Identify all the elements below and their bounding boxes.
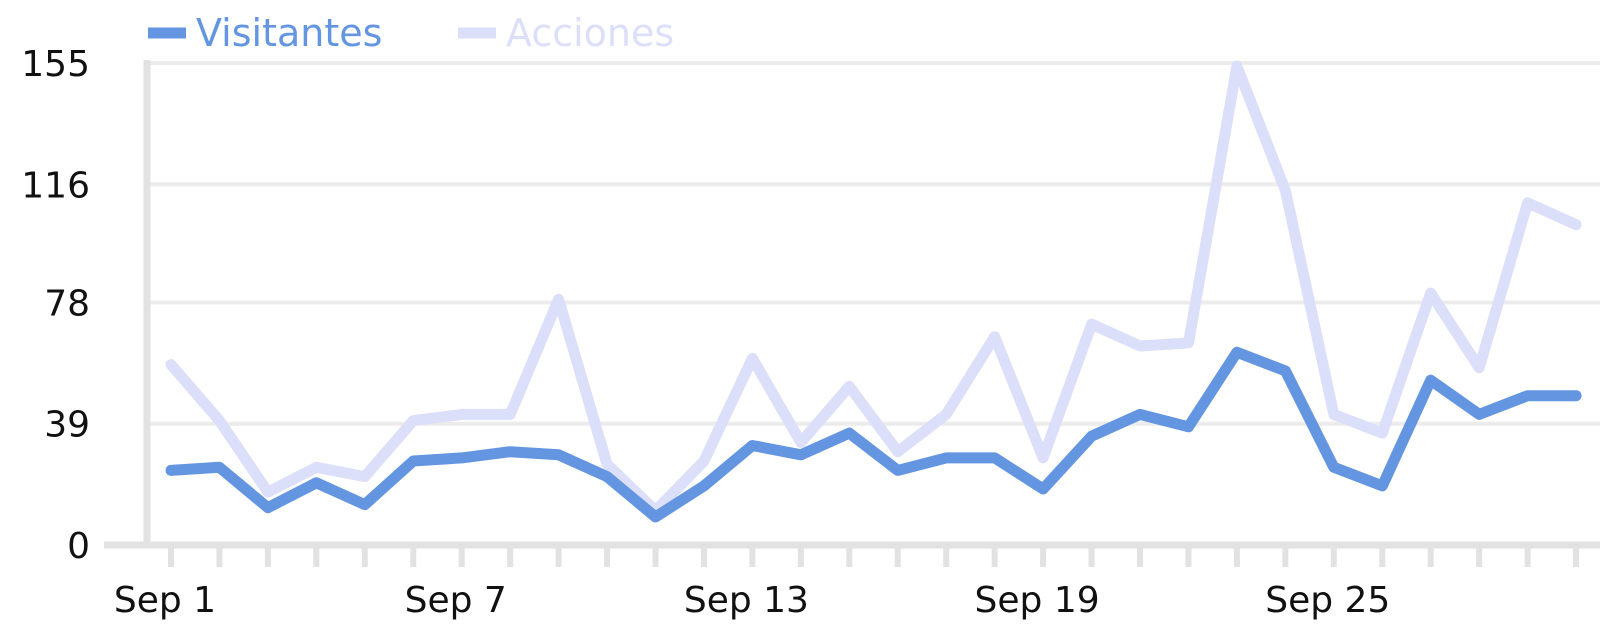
x-tick-label: Sep 1	[114, 580, 216, 621]
x-tick-label: Sep 25	[1265, 580, 1390, 621]
legend-label-acciones: Acciones	[506, 11, 674, 55]
y-tick-label: 0	[67, 526, 90, 567]
grid	[147, 61, 1600, 426]
x-tick-label: Sep 7	[405, 580, 507, 621]
legend-label-visitantes: Visitantes	[196, 11, 382, 55]
legend: Visitantes Acciones	[148, 11, 674, 55]
y-tick-label: 155	[21, 44, 90, 85]
y-tick-label: 78	[44, 283, 90, 324]
y-tick-label: 116	[21, 165, 90, 206]
series-line-acciones	[165, 60, 1582, 517]
x-tick-label: Sep 13	[684, 580, 809, 621]
y-tick-label: 39	[44, 405, 90, 446]
series-lines	[165, 60, 1582, 523]
x-tick-label: Sep 19	[975, 580, 1100, 621]
series-line-visitantes	[165, 346, 1582, 523]
axes: 0 39 78 116 155 Sep 1 Sep 7 Sep 13 Sep 19 Sep 25	[21, 44, 1600, 621]
